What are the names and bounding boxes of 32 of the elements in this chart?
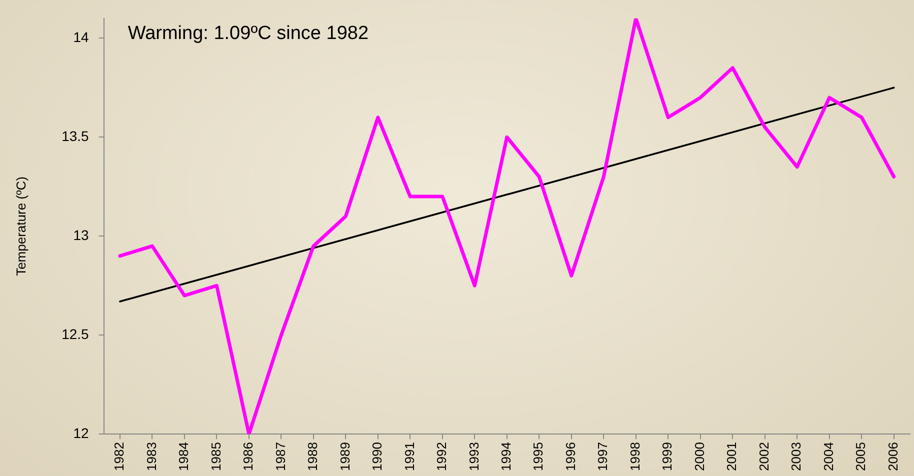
annotation: Warming: 1.09ºC since 1982 (128, 23, 369, 44)
x-tick-label: 2000 (692, 442, 707, 471)
x-tick-label: 2006 (885, 442, 900, 471)
y-tick-label: 13 (73, 226, 90, 243)
x-tick-label: 1983 (144, 442, 159, 471)
y-tick-label: 13.5 (62, 128, 90, 144)
x-tick-label: 1996 (562, 442, 578, 471)
y-tick-label: 12 (73, 424, 90, 441)
y-axis-title: Temperature (ºC) (13, 176, 28, 276)
x-tick-label: 1997 (595, 442, 610, 471)
x-tick-label: 1998 (627, 442, 642, 471)
y-tick-label: 14 (73, 29, 90, 46)
x-tick-label: 1986 (240, 442, 256, 471)
x-tick-label: 2005 (853, 442, 868, 471)
x-tick-label: 1990 (370, 442, 385, 471)
x-tick-label: 2003 (788, 442, 804, 471)
x-tick-label: 2001 (724, 442, 740, 471)
x-tick-label: 1982 (112, 442, 127, 471)
x-tick-label: 1987 (272, 442, 288, 471)
x-tick-label: 1985 (208, 442, 224, 471)
x-tick-label: 1992 (434, 442, 450, 471)
x-tick-label: 1999 (660, 442, 675, 471)
x-tick-label: 2004 (820, 442, 836, 471)
x-tick-label: 1995 (530, 442, 546, 471)
y-tick-label: 12.5 (62, 326, 90, 342)
x-tick-label: 2002 (756, 442, 772, 471)
x-tick-label: 1984 (176, 442, 192, 471)
x-tick-label: 1988 (305, 442, 320, 471)
x-tick-label: 1993 (466, 442, 482, 471)
x-tick-label: 1989 (337, 442, 352, 471)
x-tick-label: 1991 (402, 442, 417, 471)
x-tick-label: 1994 (498, 442, 514, 471)
